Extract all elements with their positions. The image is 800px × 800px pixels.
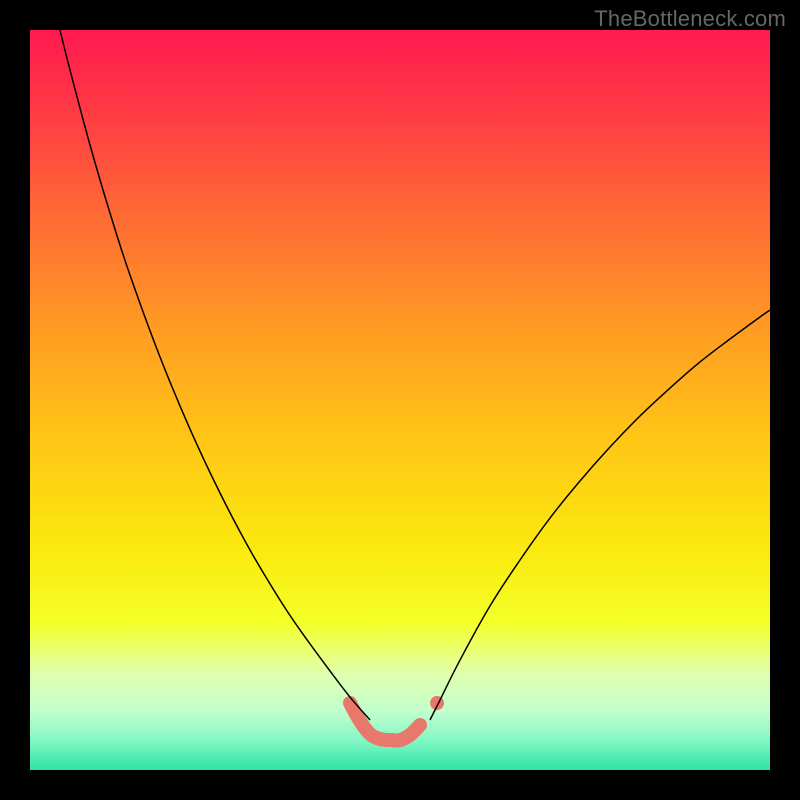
watermark-text: TheBottleneck.com: [594, 6, 786, 32]
bottleneck-chart: [0, 0, 800, 800]
plot-area: [30, 30, 770, 770]
sweet-spot-dot: [430, 696, 444, 710]
